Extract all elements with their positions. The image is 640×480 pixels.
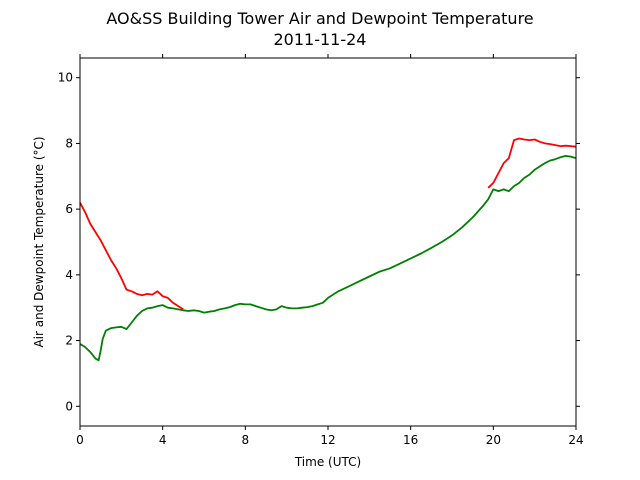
series-line-green-1 bbox=[79, 155, 577, 362]
x-axis: 0 4 8 12 16 20 24 bbox=[76, 54, 584, 447]
series-line-red-2 bbox=[487, 137, 577, 189]
x-tick-label: 24 bbox=[568, 433, 583, 447]
x-tick-label: 16 bbox=[403, 433, 418, 447]
chart-subtitle: 2011-11-24 bbox=[274, 30, 367, 49]
x-axis-label: Time (UTC) bbox=[294, 455, 361, 469]
x-tick-label: 0 bbox=[76, 433, 84, 447]
y-tick-label: 8 bbox=[65, 136, 73, 150]
y-tick-label: 6 bbox=[65, 202, 73, 216]
series-layer bbox=[79, 137, 577, 362]
x-tick-label: 4 bbox=[159, 433, 167, 447]
x-tick-label: 20 bbox=[486, 433, 501, 447]
chart-title: AO&SS Building Tower Air and Dewpoint Te… bbox=[106, 9, 533, 28]
x-tick-label: 8 bbox=[242, 433, 250, 447]
y-axis: 0 2 4 6 8 10 bbox=[58, 71, 580, 413]
y-tick-label: 10 bbox=[58, 71, 73, 85]
series-line-red-0 bbox=[79, 202, 184, 311]
y-tick-label: 0 bbox=[65, 399, 73, 413]
y-tick-label: 2 bbox=[65, 334, 73, 348]
y-tick-label: 4 bbox=[65, 268, 73, 282]
y-axis-label: Air and Dewpoint Temperature (°C) bbox=[32, 136, 46, 347]
x-tick-label: 12 bbox=[320, 433, 335, 447]
